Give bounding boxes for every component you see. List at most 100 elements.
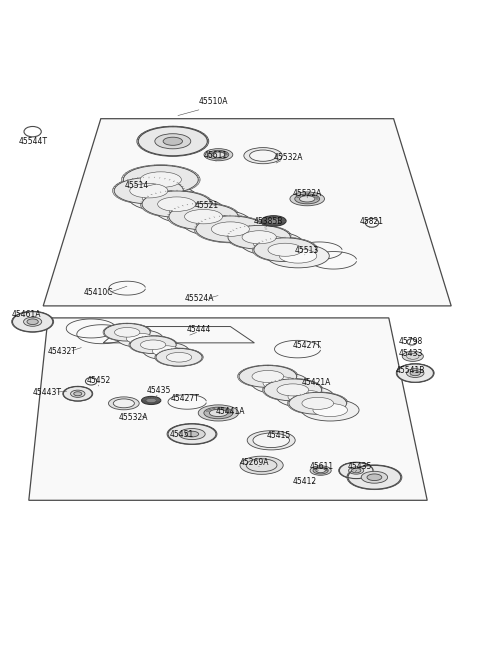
Ellipse shape [130,183,168,198]
Ellipse shape [402,351,423,362]
Ellipse shape [276,386,334,407]
Ellipse shape [104,324,150,341]
Text: 45444: 45444 [187,325,211,334]
Ellipse shape [209,409,211,410]
Ellipse shape [184,210,223,224]
Ellipse shape [302,195,304,196]
Polygon shape [43,119,451,306]
Ellipse shape [316,198,318,199]
Ellipse shape [367,474,382,481]
Text: 45452: 45452 [86,376,110,384]
Ellipse shape [261,215,286,226]
Text: 45611: 45611 [204,151,228,160]
Ellipse shape [112,177,185,204]
Ellipse shape [126,333,154,344]
Ellipse shape [103,323,151,341]
Text: 45410C: 45410C [84,288,113,297]
Ellipse shape [289,392,347,414]
Ellipse shape [313,403,348,417]
Ellipse shape [264,379,322,401]
Ellipse shape [198,405,239,421]
Ellipse shape [310,466,331,476]
Ellipse shape [247,431,295,450]
Ellipse shape [143,343,189,360]
Ellipse shape [27,319,38,325]
Text: 45427T: 45427T [170,394,199,403]
Text: 45385B: 45385B [254,217,284,227]
Ellipse shape [167,203,240,231]
Ellipse shape [167,424,217,445]
Ellipse shape [396,364,434,383]
Ellipse shape [130,336,176,354]
Ellipse shape [208,151,229,159]
Ellipse shape [315,197,318,198]
Ellipse shape [222,408,224,409]
Ellipse shape [196,215,238,231]
Ellipse shape [238,365,298,388]
Text: 45514: 45514 [125,181,149,191]
Text: 45524A: 45524A [184,294,214,303]
Ellipse shape [300,196,315,202]
Ellipse shape [226,409,228,410]
Text: 45541B: 45541B [396,366,425,375]
Ellipse shape [244,147,282,164]
Text: 45521: 45521 [194,200,218,210]
Ellipse shape [288,390,323,403]
Ellipse shape [169,204,238,230]
Ellipse shape [279,249,317,263]
Ellipse shape [211,222,250,236]
Ellipse shape [113,399,134,408]
Ellipse shape [115,328,140,337]
Ellipse shape [196,216,265,242]
Ellipse shape [152,346,180,356]
Ellipse shape [313,467,328,474]
Text: 45421A: 45421A [302,378,332,387]
Ellipse shape [212,152,213,153]
Ellipse shape [142,396,161,405]
Ellipse shape [239,365,297,387]
Ellipse shape [156,348,202,366]
Ellipse shape [250,150,276,161]
Ellipse shape [242,231,276,244]
Ellipse shape [63,386,93,402]
Ellipse shape [155,134,191,149]
Ellipse shape [263,377,298,390]
Ellipse shape [301,399,359,421]
Ellipse shape [71,390,85,398]
Ellipse shape [129,185,198,211]
Ellipse shape [224,152,225,153]
Ellipse shape [228,225,290,249]
Ellipse shape [117,329,163,347]
Text: 45532A: 45532A [119,413,148,422]
Text: 45435: 45435 [348,462,372,471]
Ellipse shape [146,398,156,403]
Ellipse shape [347,465,402,490]
Ellipse shape [74,392,82,396]
Ellipse shape [179,428,205,440]
Text: 45451: 45451 [169,430,193,439]
Ellipse shape [221,151,223,152]
Text: 45432T: 45432T [48,347,77,356]
Ellipse shape [156,197,225,223]
Ellipse shape [169,202,211,218]
Ellipse shape [204,407,233,419]
Ellipse shape [263,379,323,402]
Ellipse shape [140,172,181,187]
Ellipse shape [185,431,199,437]
Ellipse shape [123,166,198,194]
Ellipse shape [268,243,302,256]
Ellipse shape [143,190,184,206]
Ellipse shape [217,408,220,409]
Ellipse shape [24,317,42,326]
Ellipse shape [227,225,292,250]
Ellipse shape [407,369,424,377]
Text: 45412: 45412 [293,477,317,485]
Ellipse shape [254,238,316,261]
Ellipse shape [12,311,54,332]
Ellipse shape [204,149,233,160]
Ellipse shape [302,398,334,409]
Ellipse shape [267,218,280,224]
Ellipse shape [212,152,225,157]
Ellipse shape [209,409,228,417]
Ellipse shape [252,371,284,383]
